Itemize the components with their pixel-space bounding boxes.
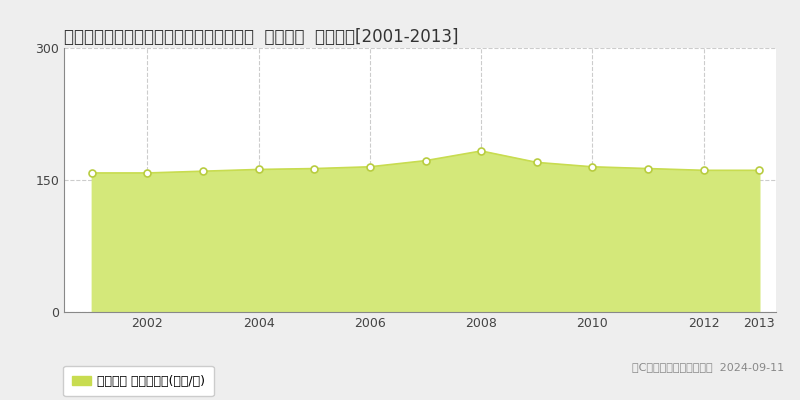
Legend: 地価公示 平均坪単価(万円/坪): 地価公示 平均坪単価(万円/坪): [63, 366, 214, 396]
Text: 東京都大田区田園調布２丁目２４番２６外  地価公示  地価推移[2001-2013]: 東京都大田区田園調布２丁目２４番２６外 地価公示 地価推移[2001-2013]: [64, 28, 458, 46]
Text: （C）土地価格ドットコム  2024-09-11: （C）土地価格ドットコム 2024-09-11: [632, 362, 784, 372]
